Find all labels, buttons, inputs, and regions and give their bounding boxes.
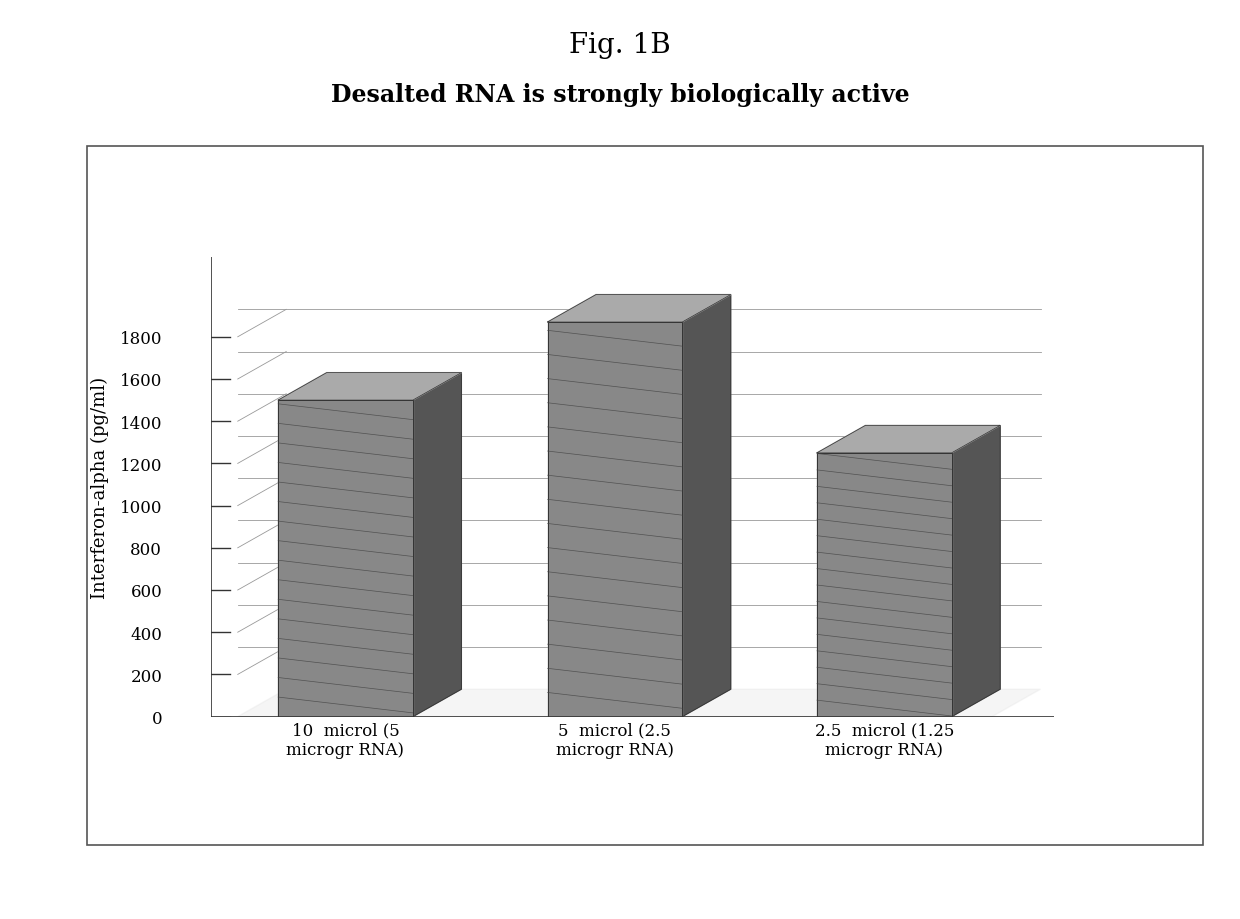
Polygon shape (413, 373, 461, 717)
Polygon shape (682, 295, 730, 717)
Polygon shape (548, 323, 682, 717)
Polygon shape (238, 689, 1040, 717)
Polygon shape (817, 453, 951, 717)
Text: Fig. 1B: Fig. 1B (569, 32, 671, 59)
Polygon shape (278, 373, 461, 401)
Y-axis label: Interferon-alpha (pg/ml): Interferon-alpha (pg/ml) (91, 376, 109, 598)
Polygon shape (548, 295, 730, 323)
Polygon shape (951, 425, 1001, 717)
Polygon shape (817, 425, 1001, 453)
Text: Desalted RNA is strongly biologically active: Desalted RNA is strongly biologically ac… (331, 83, 909, 107)
Polygon shape (278, 401, 413, 717)
